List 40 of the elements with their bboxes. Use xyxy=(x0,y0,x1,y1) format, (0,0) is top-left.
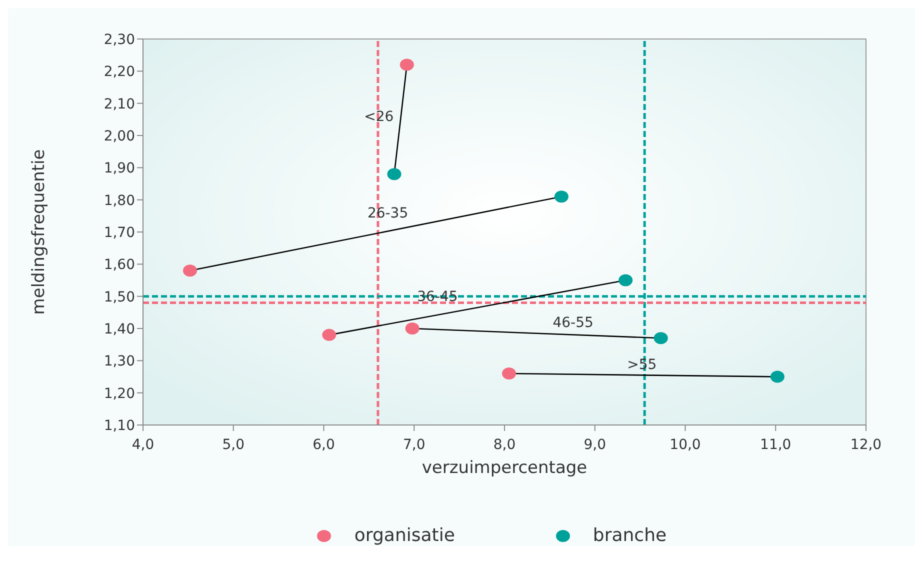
legend-label: branche xyxy=(592,525,667,546)
x-tick-label: 4,0 xyxy=(132,436,154,453)
annotation: 46-55 xyxy=(552,314,594,331)
y-tick-label: 2,30 xyxy=(104,32,135,48)
y-tick-label: 2,20 xyxy=(104,64,135,80)
point xyxy=(182,264,197,277)
y-axis-title: meldingsfrequentie xyxy=(29,149,50,315)
y-tick-label: 1,40 xyxy=(104,321,135,338)
point xyxy=(322,328,336,341)
legend-label: organisatie xyxy=(354,525,455,546)
point xyxy=(654,332,668,344)
x-tick-label: 8,0 xyxy=(493,436,516,453)
point xyxy=(770,370,784,383)
x-tick-label: 9,0 xyxy=(584,436,606,453)
x-tick-label: 12,0 xyxy=(850,436,882,453)
x-tick-label: 6,0 xyxy=(312,436,335,453)
point xyxy=(502,368,516,380)
x-tick-label: 5,0 xyxy=(222,436,245,453)
y-tick-label: 2,00 xyxy=(104,128,135,144)
point xyxy=(618,274,633,286)
x-tick-label: 7,0 xyxy=(402,436,426,453)
point xyxy=(400,58,414,71)
y-tick-label: 1,70 xyxy=(104,224,135,241)
x-tick-label: 10,0 xyxy=(670,436,701,453)
y-tick-label: 1,50 xyxy=(104,289,135,306)
y-tick-label: 2,10 xyxy=(104,96,135,112)
point xyxy=(554,190,568,203)
y-tick-label: 1,90 xyxy=(104,160,135,177)
x-axis-title: verzuimpercentage xyxy=(422,458,588,478)
y-tick-label: 1,60 xyxy=(104,257,135,274)
annotation: <26 xyxy=(364,109,394,126)
y-tick-label: 1,30 xyxy=(104,354,135,370)
annotation: >55 xyxy=(627,356,657,373)
y-tick-label: 1,10 xyxy=(104,418,135,434)
point xyxy=(387,168,402,180)
x-tick-label: 11,0 xyxy=(760,436,792,453)
y-tick-label: 1,20 xyxy=(104,386,135,402)
y-tick-label: 1,80 xyxy=(104,192,135,209)
annotation: 26-35 xyxy=(367,206,408,222)
point xyxy=(405,322,420,334)
